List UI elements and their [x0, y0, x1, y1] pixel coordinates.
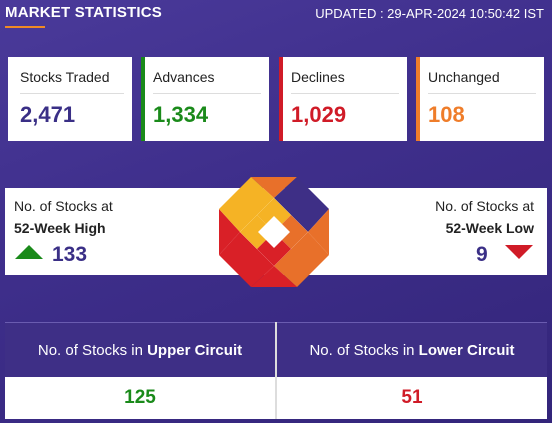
stat-card-unchanged[interactable]: Unchanged 108	[416, 57, 544, 141]
upper-circuit-header-prefix: No. of Stocks in	[37, 341, 143, 359]
stat-card-advances[interactable]: Advances 1,334	[141, 57, 269, 141]
lower-circuit-header-prefix: No. of Stocks in	[309, 341, 415, 359]
stat-value: 1,029	[291, 102, 347, 127]
lower-circuit-value[interactable]: 51	[277, 377, 547, 419]
down-arrow-icon	[505, 245, 533, 259]
stat-value: 108	[428, 102, 465, 127]
stat-label: Stocks Traded	[20, 69, 110, 85]
stat-label: Unchanged	[428, 69, 500, 85]
page-title: MARKET STATISTICS	[5, 4, 163, 21]
week52-high-label: No. of Stocks at 52-Week High	[14, 195, 113, 239]
stat-label: Declines	[291, 69, 345, 85]
header: MARKET STATISTICS UPDATED : 29-APR-2024 …	[0, 0, 552, 40]
divider	[428, 93, 536, 94]
week52-high-label-line2: 52-Week High	[14, 220, 106, 236]
divider	[20, 93, 124, 94]
week52-high-value[interactable]: 133	[52, 243, 88, 266]
stat-value: 2,471	[20, 102, 76, 127]
column-divider	[275, 322, 277, 419]
week52-low-label: No. of Stocks at 52-Week Low	[435, 195, 534, 239]
upper-circuit-header-bold: Upper Circuit	[147, 341, 243, 359]
divider	[153, 93, 261, 94]
up-arrow-icon	[15, 245, 43, 259]
stat-card-declines[interactable]: Declines 1,029	[279, 57, 407, 141]
circuit-table: No. of Stocks in Upper Circuit No. of St…	[5, 322, 547, 419]
stat-label: Advances	[153, 69, 215, 85]
stat-card-stocks-traded[interactable]: Stocks Traded 2,471	[8, 57, 132, 141]
stat-value: 1,334	[153, 102, 209, 127]
week52-low-label-line2: 52-Week Low	[445, 220, 534, 236]
week52-high-label-line1: No. of Stocks at	[14, 198, 113, 214]
week52-low-value[interactable]: 9	[476, 243, 488, 266]
divider	[291, 93, 399, 94]
lower-circuit-header-bold: Lower Circuit	[418, 341, 515, 359]
upper-circuit-header: No. of Stocks in Upper Circuit	[5, 322, 275, 377]
updated-timestamp: UPDATED : 29-APR-2024 10:50:42 IST	[315, 6, 544, 21]
nse-logo-icon	[219, 177, 329, 287]
title-underline	[5, 26, 45, 28]
upper-circuit-value[interactable]: 125	[5, 377, 275, 419]
week52-low-label-line1: No. of Stocks at	[435, 198, 534, 214]
lower-circuit-header: No. of Stocks in Lower Circuit	[277, 322, 547, 377]
